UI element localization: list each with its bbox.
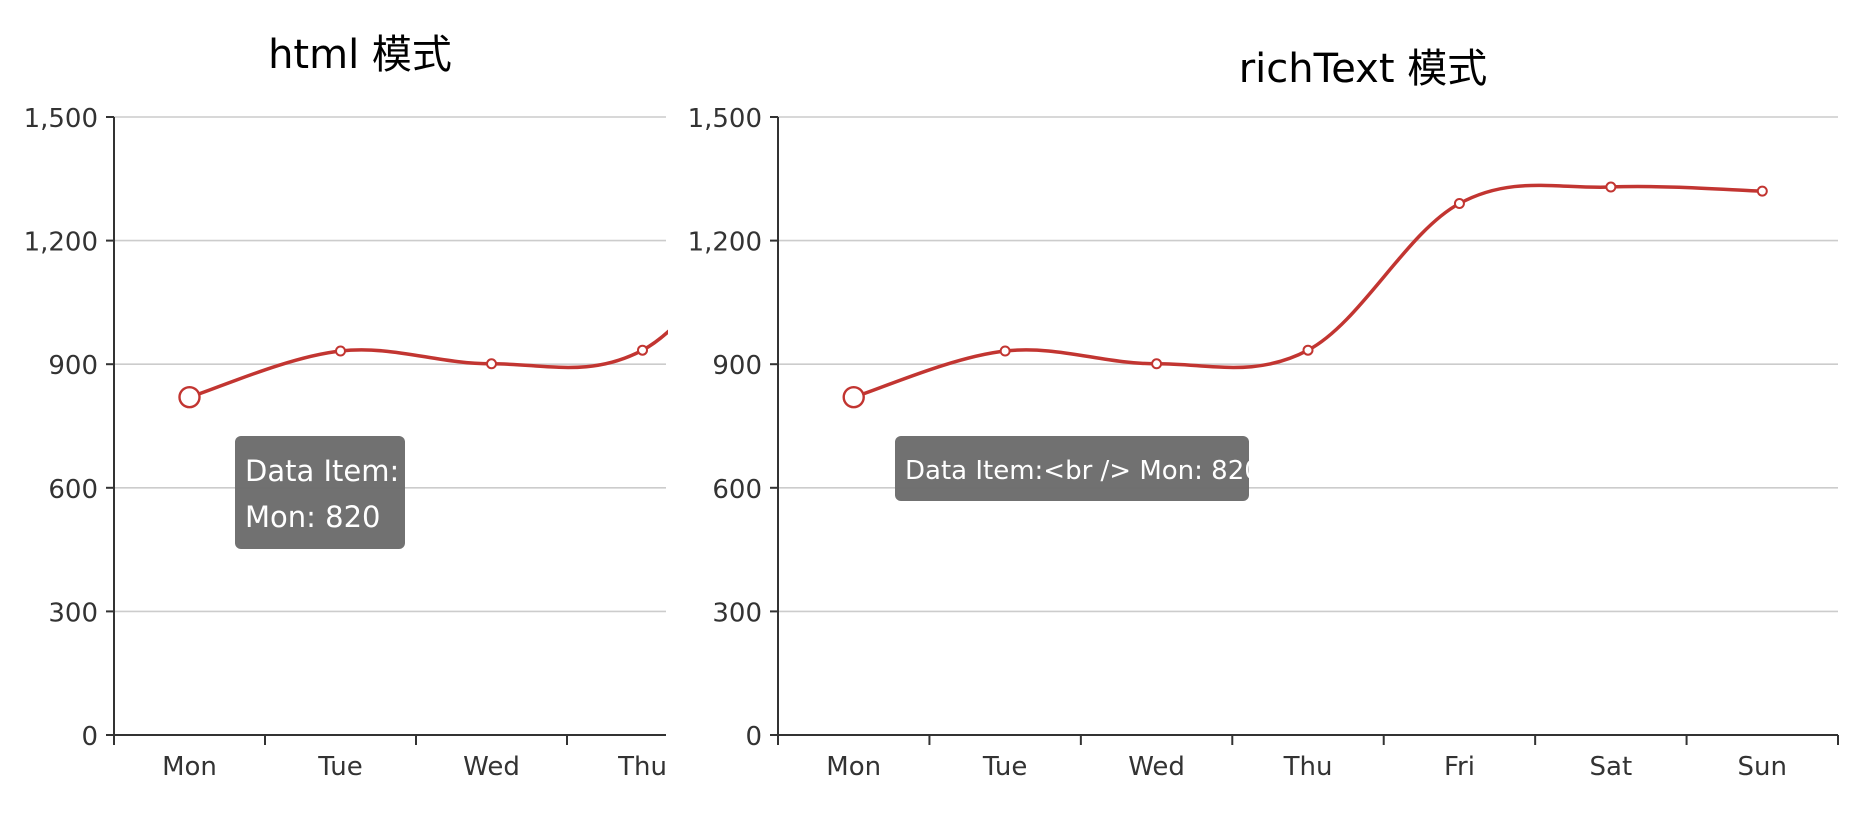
data-point[interactable] [1091,187,1100,196]
y-tick-label: 0 [745,722,762,752]
series-line [851,183,1765,399]
x-tick-label: Mon [826,752,881,782]
tooltip-box [895,436,1249,501]
y-tick-label: 900 [48,351,98,381]
html-mode-chart: html 模式 0 300 600 900 1,200 1,500 Mon Tue Wed Thu D… [24,32,1100,782]
chart-title: html 模式 [268,32,452,78]
data-point[interactable] [940,183,949,192]
y-tick-label: 1,200 [24,228,98,258]
data-point[interactable] [637,344,648,356]
data-point[interactable] [1605,181,1617,193]
x-tick-label: Tue [317,752,362,782]
x-tick-label: Tue [982,752,1027,782]
plot-area [178,183,1100,409]
y-tick-label: 600 [712,475,762,505]
x-tick-label: Thu [1283,752,1333,782]
data-point[interactable] [486,358,497,370]
data-point[interactable] [1756,185,1768,197]
plot-area [842,181,1768,409]
tooltip-box [235,436,405,549]
tooltip-line: Mon: 820 [245,500,380,534]
data-point[interactable] [1151,358,1163,370]
richtext-mode-chart: richText 模式 0 300 600 900 1,200 1,500 Mon Tue Wed… [688,46,1840,782]
tooltip: Data Item: Mon: 820 [235,436,405,549]
y-tick-label: 1,200 [688,228,762,258]
y-tick-label: 300 [712,598,762,628]
chart-title: richText 模式 [1239,46,1488,92]
y-tick-label: 1,500 [24,104,98,134]
data-point[interactable] [1453,198,1465,210]
x-tick-label: Sat [1590,752,1633,782]
x-tick-label: Mon [162,752,217,782]
tooltip-line: Data Item: [245,454,399,488]
data-point[interactable] [789,199,798,208]
y-tick-label: 600 [48,475,98,505]
data-point[interactable] [1302,344,1314,356]
y-tick-label: 300 [48,598,98,628]
data-point[interactable] [999,345,1011,357]
x-tick-label: Sun [1738,752,1787,782]
tooltip-line: Data Item:<br /> Mon: 820 [905,456,1261,486]
highlighted-data-point[interactable] [842,385,865,409]
series-line [187,329,668,399]
x-tick-labels: Mon Tue Wed Thu [162,752,667,782]
x-tick-label: Wed [463,752,520,782]
x-tick-label: Thu [617,752,667,782]
x-tick-label: Fri [1444,752,1475,782]
y-tick-label: 0 [81,722,98,752]
y-tick-label: 900 [712,351,762,381]
highlighted-data-point[interactable] [178,385,201,409]
data-point[interactable] [335,345,346,357]
x-tick-labels: Mon Tue Wed Thu Fri Sat Sun [826,752,1787,782]
y-tick-label: 1,500 [688,104,762,134]
tooltip: Data Item:<br /> Mon: 820 [895,436,1261,501]
x-tick-label: Wed [1128,752,1185,782]
